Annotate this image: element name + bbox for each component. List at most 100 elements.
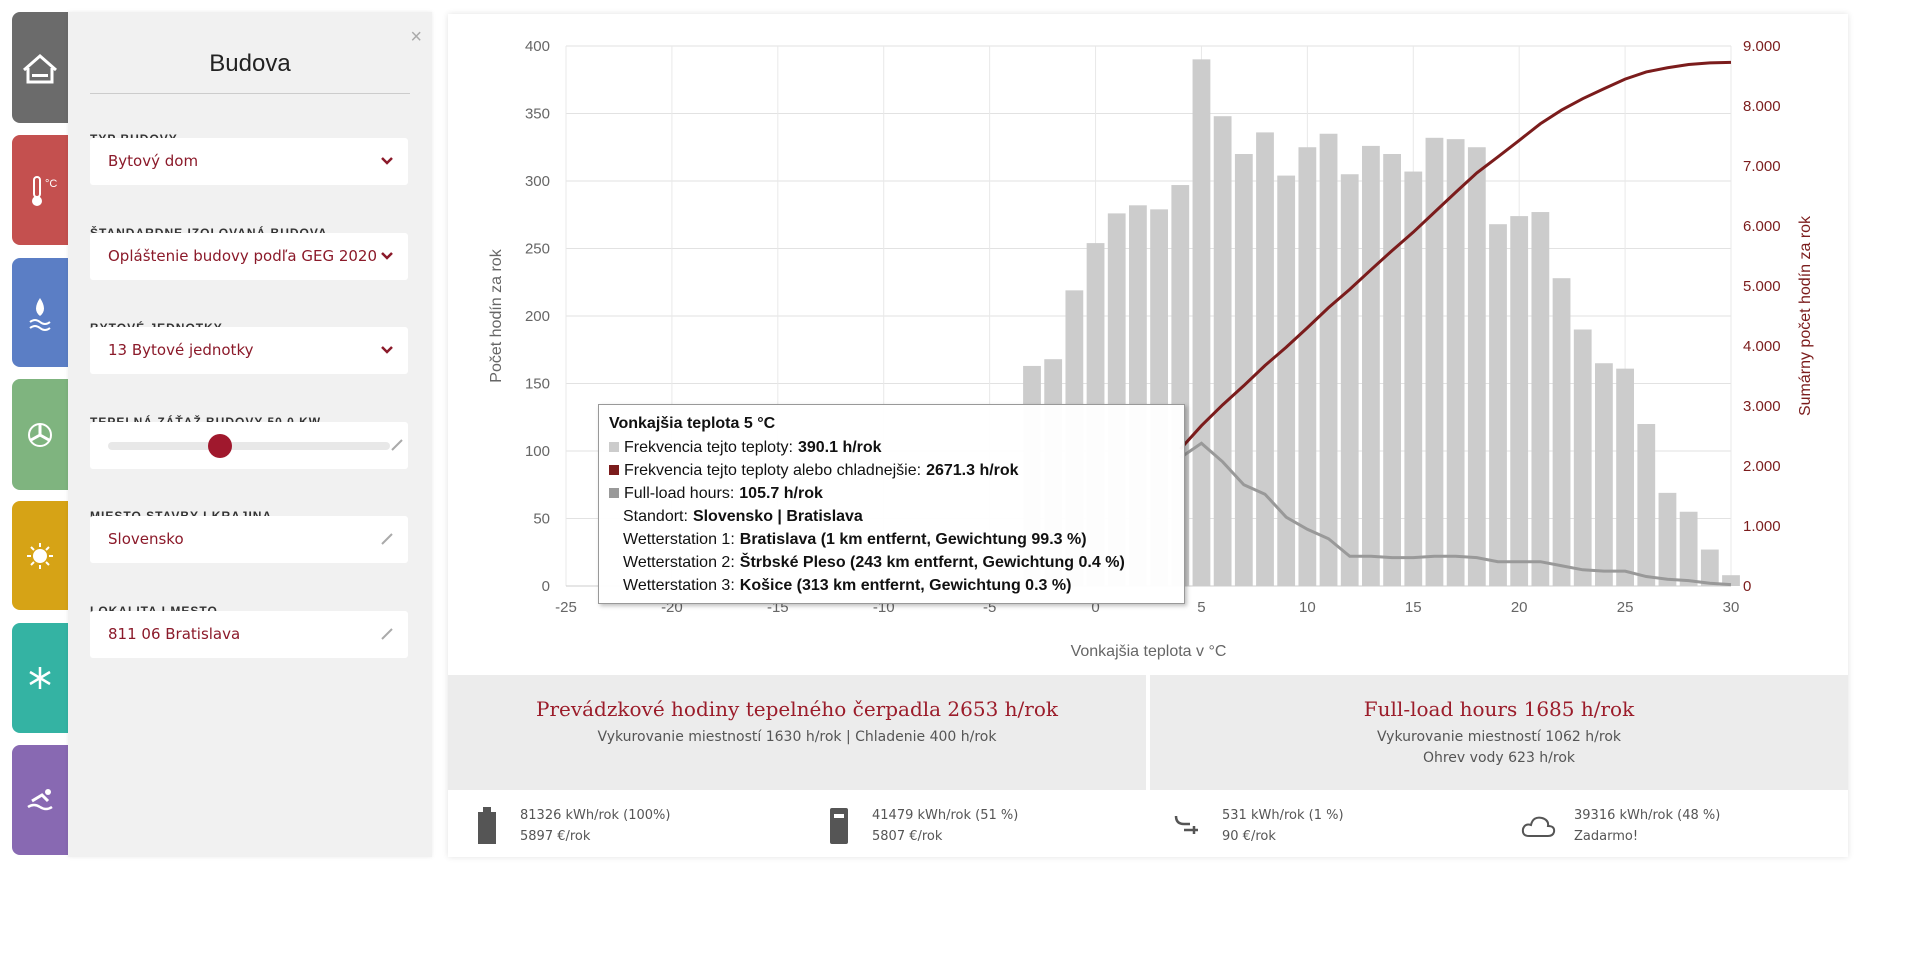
- chevron: [381, 346, 393, 354]
- energy-item: 81326 kWh/rok (100%) 5897 €/rok: [520, 805, 670, 847]
- tooltip-row: Wetterstation 2: Štrbské Pleso (243 km en…: [623, 554, 1125, 572]
- tooltip-row: Wetterstation 1: Bratislava (1 km entfern…: [623, 531, 1087, 549]
- bar: [1319, 133, 1338, 586]
- tab-pool[interactable]: [12, 745, 68, 855]
- energy-amount: 531 kWh/rok (1 %): [1222, 808, 1344, 823]
- tab-temperature[interactable]: °C: [12, 135, 68, 245]
- legend-swatch: [609, 488, 619, 498]
- plug-icon: [1174, 815, 1198, 834]
- summary-line: Ohrev vody 623 h/rok: [1422, 750, 1576, 766]
- bar: [1679, 511, 1698, 586]
- field-value: 13 Bytové jednotky: [108, 341, 254, 359]
- field-value: Bytový dom: [108, 152, 199, 170]
- tooltip-row: Standort: Slovensko | Bratislava: [623, 508, 863, 526]
- tooltip-value: Košice (313 km entfernt, Gewichtung 0.3 …: [739, 577, 1072, 594]
- tab-icon: [29, 667, 51, 689]
- tooltip-value: 390.1 h/rok: [797, 439, 882, 456]
- edit-icon[interactable]: [380, 627, 394, 641]
- summary-panel: Prevádzkové hodiny tepelného čerpadla 26…: [448, 675, 1146, 790]
- legend-swatch: [609, 442, 619, 452]
- building-icon: [478, 807, 496, 844]
- x-tick-label: 20: [1511, 599, 1528, 616]
- bar: [1510, 216, 1529, 586]
- tooltip-value: Slovensko | Bratislava: [692, 508, 863, 525]
- field-value: 811 06 Bratislava: [108, 625, 241, 643]
- edit-icon[interactable]: [380, 532, 394, 546]
- tooltip-row: Full-load hours: 105.7 h/rok: [609, 485, 823, 503]
- bar: [1256, 132, 1274, 586]
- energy-amount: 39316 kWh/rok (48 %): [1574, 808, 1721, 823]
- bar: [1213, 116, 1232, 586]
- heatpump-icon: [830, 808, 848, 844]
- tab-icon: [29, 298, 51, 331]
- y-tick-label: 200: [525, 308, 550, 325]
- tab-building[interactable]: [12, 12, 68, 123]
- edit-icon[interactable]: [390, 438, 404, 452]
- tab-sun[interactable]: [12, 501, 68, 610]
- summary-line: Vykurovanie miestností 1630 h/rok | Chla…: [597, 729, 997, 745]
- y2-tick-label: 1.000: [1743, 518, 1781, 535]
- tooltip-label: Standort:: [623, 508, 688, 525]
- field-value: Slovensko: [108, 530, 184, 548]
- tooltip-value: 105.7 h/rok: [739, 485, 823, 502]
- energy-amount: 41479 kWh/rok (51 %): [872, 808, 1019, 823]
- tooltip-value: 2671.3 h/rok: [926, 462, 1019, 479]
- tooltip-label: Full-load hours:: [624, 485, 735, 502]
- side-panel: Budova × TYP BUDOVY Bytový dom ŠTANDARDN…: [68, 12, 432, 857]
- tab-icon: °C: [32, 176, 57, 206]
- bar: [1404, 171, 1423, 587]
- tab-icon: [28, 423, 52, 447]
- tooltip-label: Frekvencia tejto teploty alebo chladnejš…: [624, 462, 922, 479]
- bar: [1340, 174, 1359, 586]
- y2-tick-label: 7.000: [1743, 158, 1781, 175]
- bar: [1298, 147, 1317, 586]
- tooltip-value: Bratislava (1 km entfernt, Gewichtung 99…: [739, 531, 1087, 548]
- tab-cooling[interactable]: [12, 623, 68, 733]
- y2-tick-label: 5.000: [1743, 278, 1781, 295]
- y-axis-title: Počet hodín za rok: [488, 248, 505, 382]
- x-tick-label: 5: [1197, 599, 1205, 616]
- dropdown[interactable]: Bytový dom: [90, 138, 408, 185]
- bar: [1489, 224, 1507, 586]
- x-tick-label: 25: [1617, 599, 1634, 616]
- tab-icon: [23, 54, 57, 84]
- bar: [1234, 154, 1253, 586]
- y-tick-label: 350: [525, 106, 550, 123]
- y-tick-label: 300: [525, 173, 550, 190]
- tab-icon: [27, 789, 53, 811]
- energy-item: 41479 kWh/rok (51 %) 5807 €/rok: [872, 805, 1018, 847]
- input[interactable]: 811 06 Bratislava: [90, 611, 408, 658]
- input[interactable]: Slovensko: [90, 516, 408, 563]
- chevron: [381, 252, 393, 260]
- close-button[interactable]: ×: [410, 26, 422, 48]
- y-tick-label: 150: [525, 376, 550, 393]
- x-tick-label: 0: [1091, 599, 1099, 616]
- x-tick-label: 30: [1723, 599, 1740, 616]
- energy-item: 39316 kWh/rok (48 %) Zadarmo!: [1574, 805, 1720, 847]
- dropdown[interactable]: Opláštenie budovy podľa GEG 2020: [90, 233, 408, 280]
- legend-swatch: [609, 465, 619, 475]
- tooltip-row: Wetterstation 3: Košice (313 km entfernt,…: [623, 577, 1071, 595]
- summary-title: Full-load hours 1685 h/rok: [1363, 697, 1635, 721]
- bar: [1362, 145, 1380, 586]
- slider[interactable]: [90, 422, 408, 469]
- y2-tick-label: 6.000: [1743, 218, 1781, 235]
- field-value: Opláštenie budovy podľa GEG 2020: [108, 247, 378, 265]
- y2-tick-label: 0: [1743, 578, 1751, 595]
- y2-tick-label: 4.000: [1743, 338, 1781, 355]
- summary-line: Vykurovanie miestností 1062 h/rok: [1376, 729, 1621, 745]
- tooltip-row: Frekvencia tejto teploty: 390.1 h/rok: [609, 439, 882, 457]
- x-tick-label: 15: [1405, 599, 1422, 616]
- y-tick-label: 50: [533, 511, 550, 528]
- slider-handle[interactable]: [208, 434, 232, 458]
- dropdown[interactable]: 13 Bytové jednotky: [90, 327, 408, 374]
- y-tick-label: 400: [525, 38, 550, 55]
- y2-axis-title: Sumárny počet hodín za rok: [1797, 215, 1814, 416]
- chevron: [381, 157, 393, 165]
- tab-ventilation[interactable]: [12, 379, 68, 490]
- line-series: [1179, 441, 1732, 587]
- tab-water[interactable]: [12, 258, 68, 367]
- line-series: [1179, 60, 1732, 451]
- bar: [1595, 363, 1613, 586]
